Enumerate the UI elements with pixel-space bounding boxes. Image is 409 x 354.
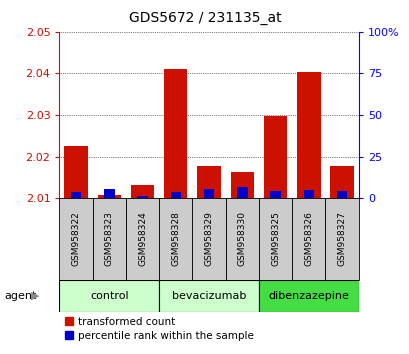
Bar <box>170 192 181 198</box>
Text: bevacizumab: bevacizumab <box>171 291 246 301</box>
Text: GSM958324: GSM958324 <box>138 212 147 266</box>
Bar <box>225 198 258 280</box>
Bar <box>159 280 258 312</box>
Text: GSM958330: GSM958330 <box>237 211 246 267</box>
Bar <box>263 116 287 198</box>
Bar <box>203 189 214 198</box>
Text: GSM958322: GSM958322 <box>72 212 81 266</box>
Text: GSM958328: GSM958328 <box>171 211 180 267</box>
Text: ▶: ▶ <box>31 291 39 301</box>
Text: GSM958329: GSM958329 <box>204 211 213 267</box>
Text: GDS5672 / 231135_at: GDS5672 / 231135_at <box>128 11 281 25</box>
Bar <box>192 198 225 280</box>
Text: agent: agent <box>4 291 36 301</box>
Bar <box>325 198 358 280</box>
Bar <box>64 146 88 198</box>
Bar <box>137 196 148 198</box>
Bar <box>230 172 253 198</box>
Bar <box>126 198 159 280</box>
Bar <box>97 195 121 198</box>
Legend: transformed count, percentile rank within the sample: transformed count, percentile rank withi… <box>65 317 254 341</box>
Bar <box>258 198 292 280</box>
Bar <box>71 193 81 198</box>
Bar <box>336 191 346 198</box>
Bar <box>330 166 353 198</box>
Text: dibenzazepine: dibenzazepine <box>268 291 348 301</box>
Bar <box>164 69 187 198</box>
Text: GSM958327: GSM958327 <box>337 211 346 267</box>
Bar <box>258 280 358 312</box>
Bar <box>59 280 159 312</box>
Bar <box>236 187 247 198</box>
Bar <box>104 189 114 198</box>
Bar <box>292 198 325 280</box>
Bar <box>297 72 320 198</box>
Bar <box>130 184 154 198</box>
Bar <box>303 190 313 198</box>
Text: GSM958323: GSM958323 <box>105 211 114 267</box>
Bar <box>197 166 220 198</box>
Text: GSM958325: GSM958325 <box>270 211 279 267</box>
Bar <box>92 198 126 280</box>
Bar <box>59 198 92 280</box>
Text: control: control <box>90 291 128 301</box>
Bar <box>270 191 280 198</box>
Bar <box>159 198 192 280</box>
Text: GSM958326: GSM958326 <box>303 211 312 267</box>
